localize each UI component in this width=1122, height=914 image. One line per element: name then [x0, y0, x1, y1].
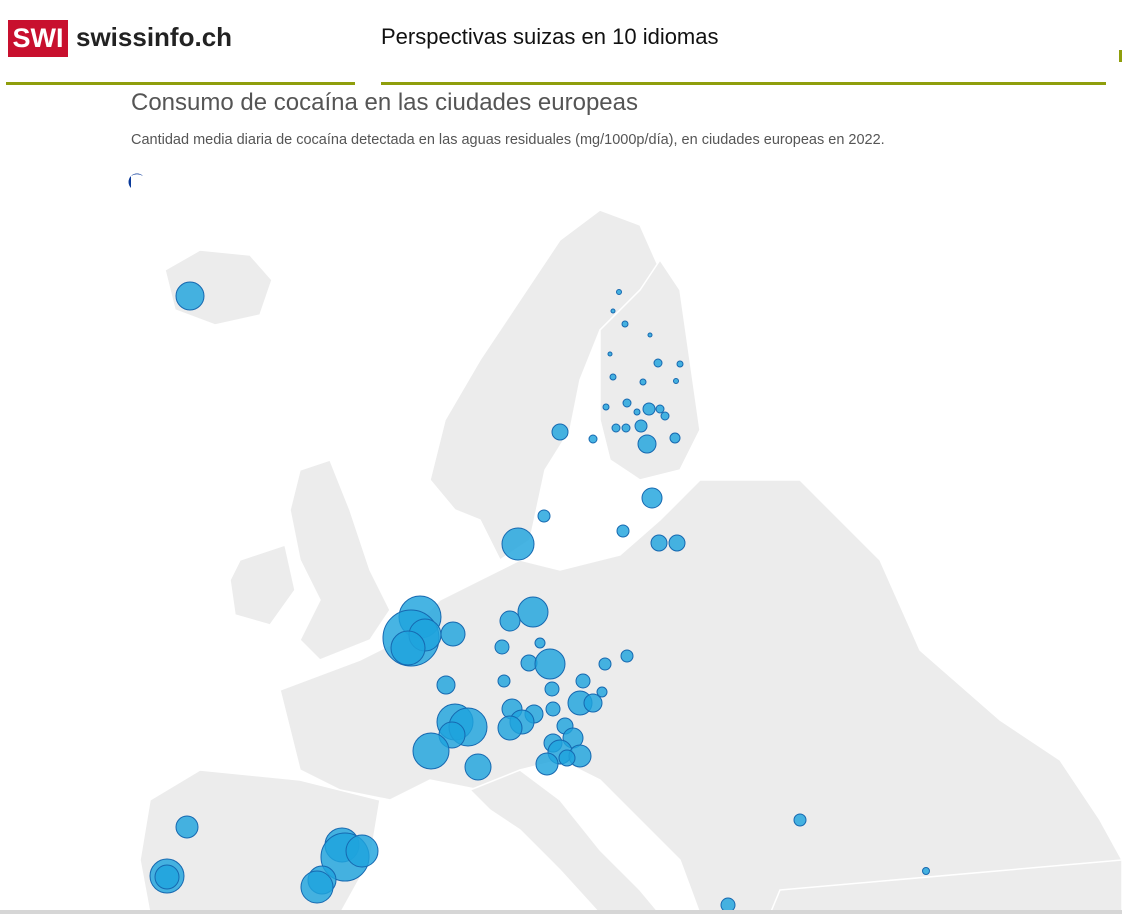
chart-title: Consumo de cocaína en las ciudades europ…	[131, 89, 638, 116]
land	[139, 209, 1122, 910]
scrollbar	[0, 910, 1122, 914]
chart-subtitle: Cantidad media diaria de cocaína detecta…	[131, 132, 885, 148]
header-rule	[6, 82, 355, 85]
marker	[1119, 50, 1122, 62]
loader-icon	[128, 173, 143, 188]
site-name[interactable]: swissinfo.ch	[76, 22, 233, 52]
map	[128, 173, 1122, 910]
header-rule	[381, 82, 1106, 85]
logo[interactable]: SWI	[8, 20, 68, 57]
tagline: Perspectivas suizas en 10 idiomas	[381, 24, 719, 49]
bubbles	[149, 281, 930, 910]
